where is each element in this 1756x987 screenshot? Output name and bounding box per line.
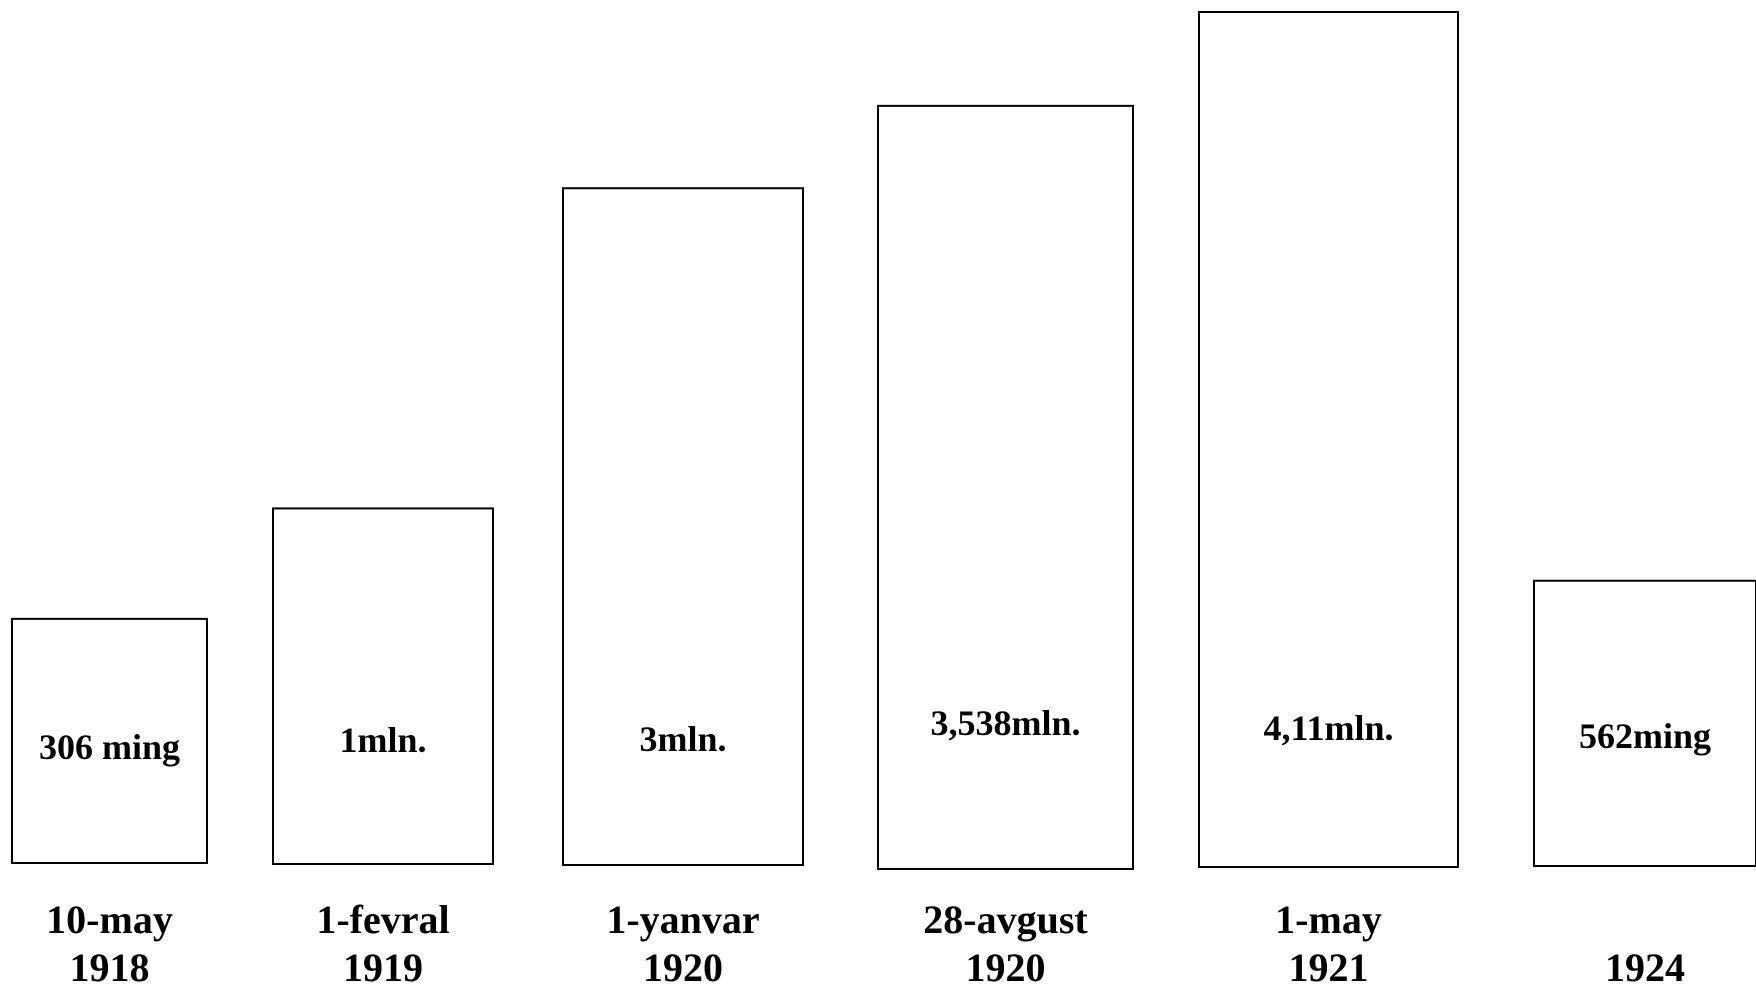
bar-value-label: 3,538mln. <box>930 703 1080 743</box>
bar-1 <box>11 617 208 865</box>
bar-3 <box>562 187 804 866</box>
bar-4 <box>877 104 1134 871</box>
bar-value-label: 4,11mln. <box>1263 708 1393 748</box>
bars-layer <box>11 11 1756 871</box>
category-label-year: 1920 <box>643 945 723 987</box>
category-label-date: 10-may <box>46 897 173 942</box>
bar-value-label: 3mln. <box>639 719 726 759</box>
category-label-year: 1918 <box>70 945 150 987</box>
bar-value-label: 1mln. <box>339 720 426 760</box>
bar-value-label: 306 ming <box>39 727 180 767</box>
category-label-date: 1-yanvar <box>606 897 759 942</box>
category-label-year: 1919 <box>343 945 423 987</box>
bar-5 <box>1198 11 1459 868</box>
bar-6 <box>1533 579 1756 867</box>
category-label-year: 1921 <box>1289 945 1369 987</box>
category-label-date: 1-fevral <box>316 897 449 942</box>
category-label-year: 1920 <box>966 945 1046 987</box>
category-label-date: 28-avgust <box>923 897 1088 942</box>
category-label-year: 1924 <box>1605 945 1685 987</box>
category-label-date: 1-may <box>1275 897 1382 942</box>
bar-value-label: 562ming <box>1579 716 1711 756</box>
bar-2 <box>272 507 494 865</box>
